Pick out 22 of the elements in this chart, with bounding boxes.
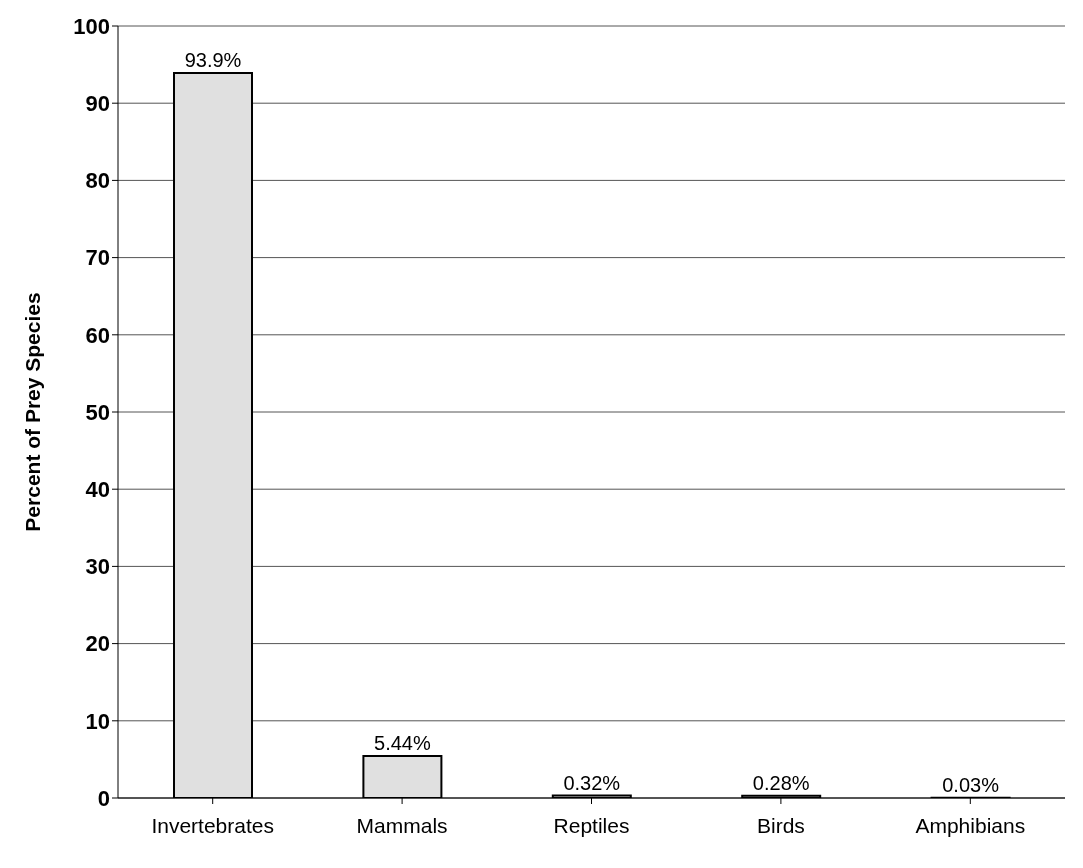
x-tick-label: Amphibians [915,813,1026,837]
x-tick-label: Birds [756,813,805,837]
y-tick-label: 90 [85,91,110,117]
x-tick-label: Invertebrates [151,813,274,837]
y-tick-label: 100 [73,13,110,39]
data-label: 0.03% [942,773,1000,796]
y-tick-label: 40 [85,477,110,503]
y-tick-label: 0 [97,785,110,811]
y-tick-label: 50 [85,399,110,425]
data-label: 5.44% [374,732,431,754]
data-label: 93.9% [184,49,242,72]
data-label: 0.28% [752,771,810,794]
x-tick-label: Reptiles [553,813,630,837]
y-axis-title: Percent of Prey Species [21,292,45,532]
y-tick-label: 10 [85,708,110,734]
y-tick-label: 20 [85,631,110,657]
y-tick-label: 80 [85,168,110,194]
data-label: 0.32% [563,771,621,794]
x-tick-label: Mammals [356,813,448,837]
y-tick-label: 30 [85,554,110,580]
y-tick-label: 60 [85,322,110,348]
y-tick-label: 70 [85,245,110,271]
